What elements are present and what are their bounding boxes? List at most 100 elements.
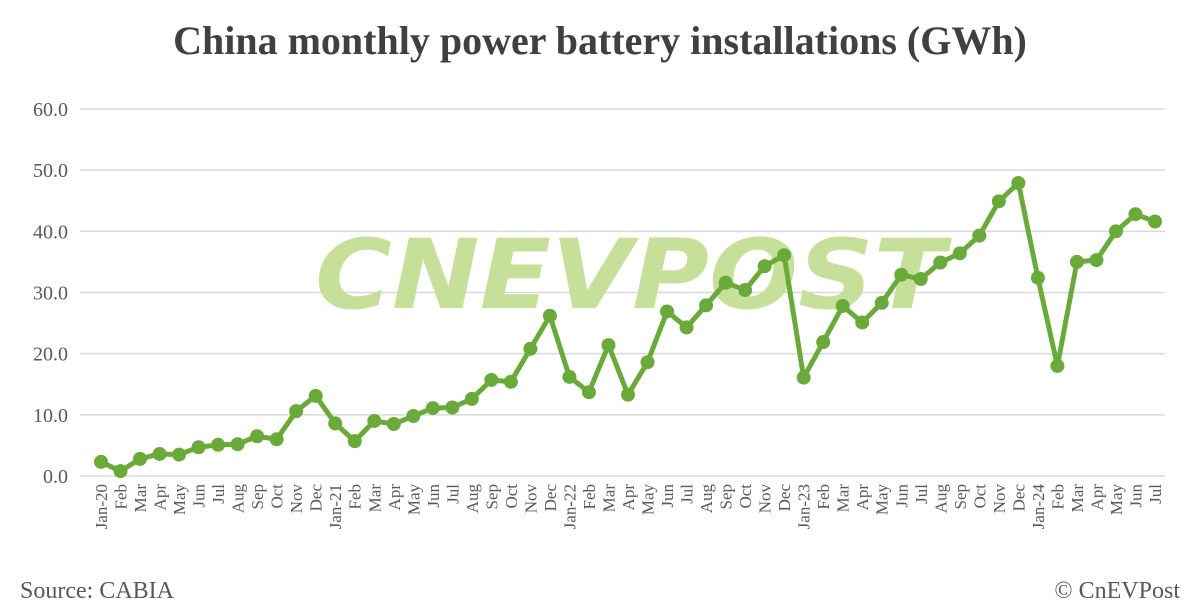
x-tick-label: May [873,484,892,516]
y-tick-label: 50.0 [33,160,68,182]
data-point [1069,254,1084,269]
y-tick-label: 40.0 [33,221,68,243]
data-point [230,437,245,452]
x-tick-label: Feb [1048,484,1067,510]
x-tick-label: Jun [424,484,443,508]
x-tick-label: Jul [912,484,931,504]
data-point [1108,224,1123,239]
x-tick-label: Jun [190,484,209,508]
data-point [581,385,596,400]
data-point [601,338,616,353]
y-axis-ticks: 0.0 10.0 20.0 30.0 40.0 50.0 60.0 [33,99,68,488]
data-point [152,446,167,461]
y-tick-label: 10.0 [33,405,68,427]
x-tick-label: Aug [463,484,482,514]
data-point [464,391,479,406]
data-point [1011,176,1026,191]
data-point [542,308,557,323]
data-point [796,370,811,385]
data-point [172,447,187,462]
data-point [1148,214,1162,229]
x-tick-label: Nov [521,484,540,514]
data-point [660,304,675,319]
data-point [191,440,206,455]
x-tick-label: Nov [287,484,306,514]
data-point [718,275,733,290]
data-point [523,341,538,356]
x-tick-label: Jul [443,484,462,504]
y-tick-label: 20.0 [33,344,68,366]
data-point [562,369,577,384]
data-point [952,246,967,261]
x-tick-label: Oct [736,484,755,509]
x-tick-label: Apr [853,484,872,511]
gridlines [80,108,1165,477]
x-tick-label: Feb [346,484,365,510]
data-point [1030,270,1045,285]
x-tick-label: Jan-21 [326,484,345,529]
x-tick-label: Sep [248,484,267,510]
data-point [211,437,226,452]
data-point [1050,358,1065,373]
x-tick-label: May [1107,484,1126,516]
data-point [1128,207,1143,222]
data-point [894,267,909,282]
x-tick-label: May [404,484,423,516]
y-tick-label: 60.0 [33,99,68,121]
data-point [874,295,889,310]
x-tick-label: Dec [1009,484,1028,512]
data-point [308,388,323,403]
x-tick-label: May [170,484,189,516]
x-tick-label: Jul [1146,484,1165,504]
data-point [972,228,987,243]
x-tick-label: Oct [268,484,287,509]
x-tick-label: Feb [112,484,131,510]
x-tick-label: Sep [482,484,501,510]
x-tick-label: Oct [502,484,521,509]
x-tick-label: Apr [151,484,170,511]
data-point [250,429,265,444]
x-tick-label: Jul [209,484,228,504]
x-tick-label: Oct [970,484,989,509]
x-axis-ticks: Jan-20 Feb Mar Apr May Jun Jul Aug Sep Oct Nov Dec J… [92,484,1165,530]
x-tick-label: Jun [658,484,677,508]
y-tick-label: 0.0 [43,466,68,488]
x-tick-label: Apr [1087,484,1106,511]
data-point [328,416,343,431]
x-tick-label: Jun [892,484,911,508]
data-point [425,401,440,416]
x-tick-label: Jan-24 [1029,484,1048,530]
data-point [289,404,304,419]
x-tick-label: Sep [717,484,736,510]
x-tick-label: Mar [599,484,618,513]
data-point [94,454,108,469]
x-tick-label: Dec [307,484,326,512]
data-point [777,248,792,263]
x-tick-label: Dec [775,484,794,512]
x-tick-label: Mar [1068,484,1087,513]
x-tick-label: Mar [834,484,853,513]
data-point [133,451,148,466]
watermark-logo: CNEVPOST [315,219,952,331]
x-tick-label: Sep [951,484,970,510]
x-tick-label: Nov [756,484,775,514]
data-point [816,335,831,350]
x-tick-label: Aug [697,484,716,514]
data-point [933,255,948,270]
data-point [855,315,870,330]
chart-title: China monthly power battery installation… [173,18,1027,63]
x-tick-label: Apr [385,484,404,511]
x-tick-label: Mar [131,484,150,513]
x-tick-label: Jan-22 [560,484,579,529]
x-tick-label: Jan-20 [92,484,111,529]
data-point [699,298,714,313]
data-point [1089,253,1104,268]
x-tick-label: Mar [365,484,384,513]
data-point [913,272,928,287]
data-point [367,413,382,428]
x-tick-label: Dec [541,484,560,512]
data-point [484,372,499,387]
x-tick-label: Jun [1126,484,1145,508]
data-point [640,355,655,370]
y-tick-label: 30.0 [33,283,68,305]
